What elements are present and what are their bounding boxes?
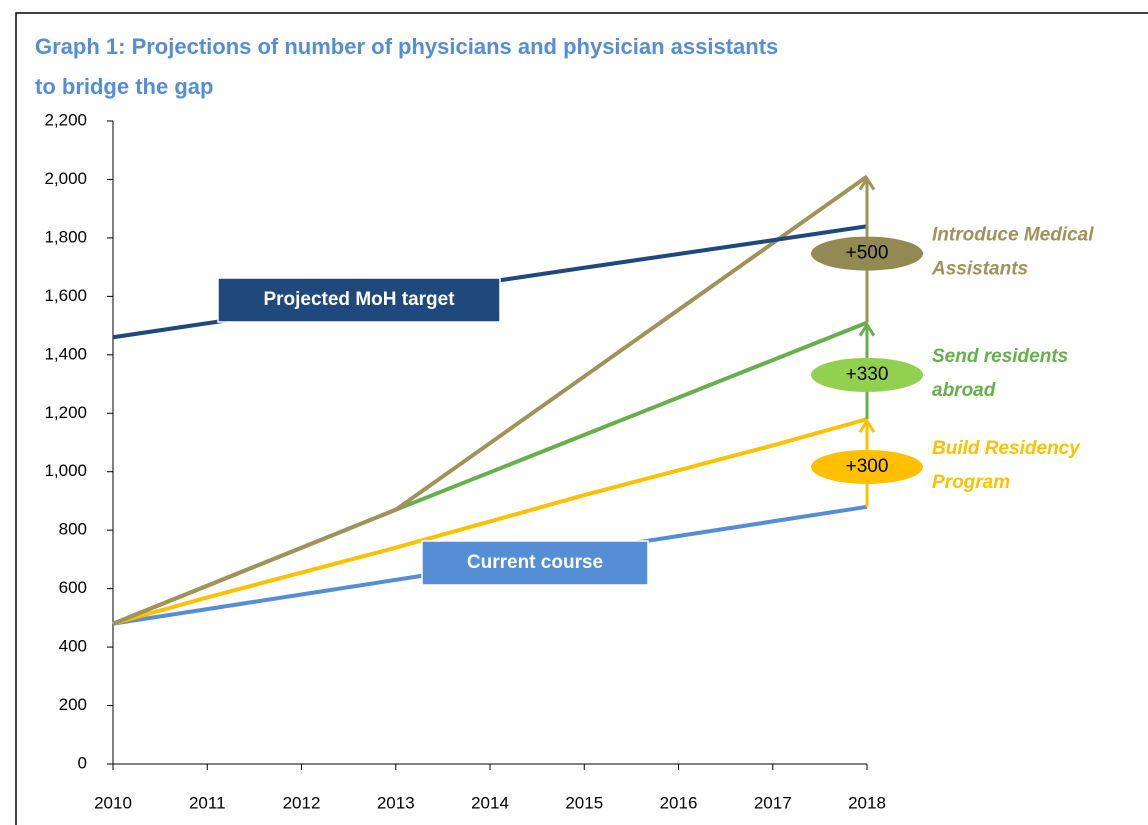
annotation-value: +330: [846, 364, 889, 385]
annotation-label: Introduce Medical: [932, 225, 1094, 246]
annotation-label: Assistants: [931, 259, 1028, 280]
annotation-ellipse: [811, 236, 923, 271]
y-tick-label: 1,000: [44, 461, 87, 480]
y-tick-label: 2,200: [44, 110, 87, 129]
y-tick-label: 1,800: [44, 227, 87, 246]
frame: [15, 12, 1148, 825]
y-tick-label: 400: [59, 637, 87, 656]
series-label-box: [421, 540, 649, 586]
series-line: [112, 417, 868, 626]
y-tick-label: 1,600: [44, 286, 87, 305]
annotation-value: +500: [846, 243, 889, 264]
x-tick-label: 2015: [565, 793, 603, 812]
y-tick-label: 600: [59, 578, 87, 597]
arrow-head: [858, 321, 876, 337]
annotation-ellipse: [811, 449, 923, 484]
y-tick-label: 1,400: [44, 344, 87, 363]
x-tick-label: 2018: [848, 793, 886, 812]
annotation-label: Build Residency: [932, 438, 1081, 459]
annotation-ellipse: [811, 357, 923, 392]
y-tick-label: 0: [78, 753, 87, 772]
series-label-box: [217, 277, 501, 323]
y-tick-label: 800: [59, 520, 87, 539]
arrow-head: [858, 418, 876, 433]
x-tick-label: 2012: [283, 793, 321, 812]
x-tick-label: 2016: [660, 793, 698, 812]
x-tick-label: 2011: [189, 793, 226, 812]
chart-title: Graph 1: Projections of number of physic…: [35, 34, 778, 59]
x-tick-label: 2013: [377, 793, 415, 812]
chart-title: to bridge the gap: [35, 74, 213, 99]
x-tick-label: 2017: [754, 793, 792, 812]
series-line: [112, 174, 869, 626]
arrow-head: [858, 175, 876, 191]
series-label: Current course: [467, 552, 603, 573]
series-label: Projected MoH target: [263, 289, 455, 310]
x-tick-label: 2010: [94, 793, 132, 812]
y-tick-label: 2,000: [44, 169, 87, 188]
annotation-value: +300: [846, 456, 889, 477]
y-tick-label: 200: [59, 695, 87, 714]
annotation-label: Send residents: [932, 346, 1068, 367]
x-tick-label: 2014: [471, 793, 509, 812]
annotation-label: abroad: [932, 380, 996, 401]
y-tick-label: 1,200: [44, 403, 87, 422]
annotation-label: Program: [932, 472, 1010, 493]
